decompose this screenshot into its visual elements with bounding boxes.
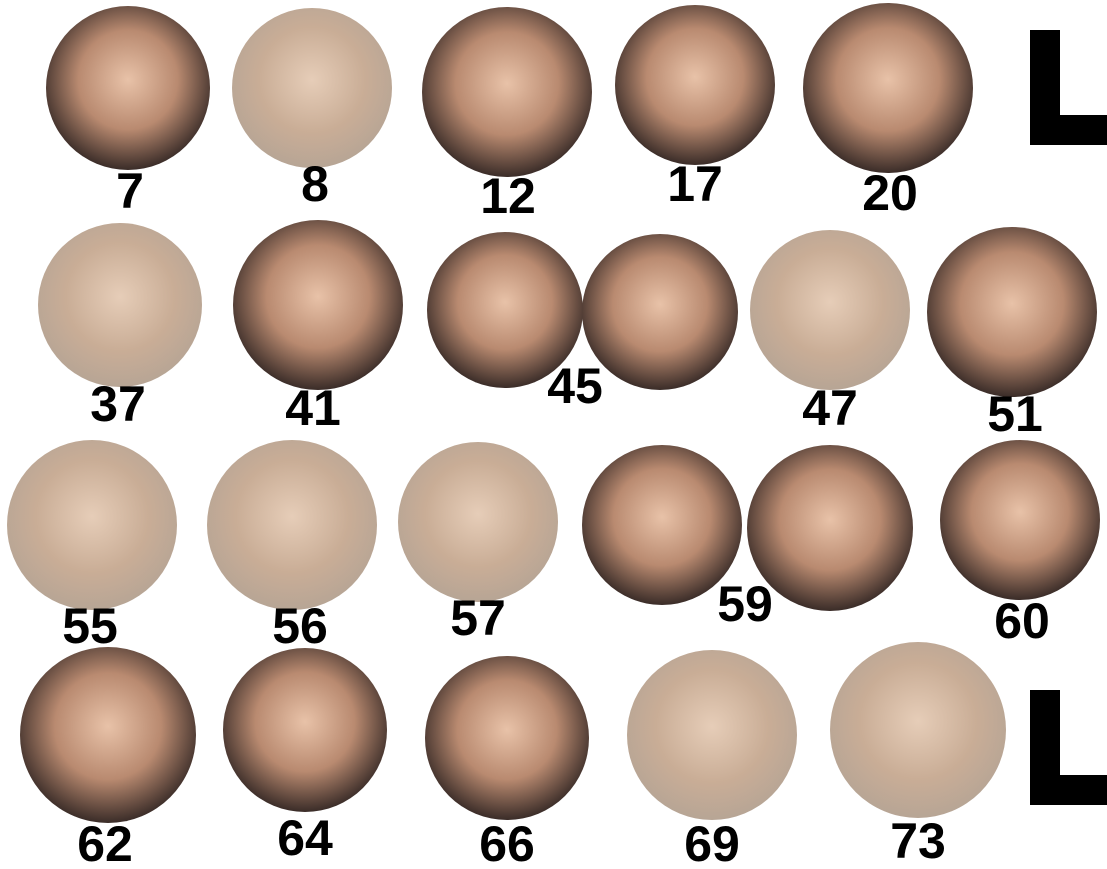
face-photo [46, 6, 210, 170]
face-label: 57 [450, 590, 506, 646]
face-label: 7 [116, 163, 144, 219]
face-photo [422, 7, 592, 177]
face-label: 56 [272, 598, 328, 654]
face-photo [615, 5, 775, 165]
face-photo [750, 230, 910, 390]
face-photo [940, 440, 1100, 600]
face-photo [20, 647, 196, 823]
face-label: 66 [479, 816, 535, 869]
face-label: 41 [285, 380, 341, 436]
face-label: 64 [277, 810, 333, 866]
face-photo [582, 234, 738, 390]
face-photo [233, 220, 403, 390]
face-label: 55 [62, 598, 118, 654]
page: {"faces": [ {"label": "7"}, {"label": "8… [0, 0, 1107, 869]
face-label: 45 [547, 358, 603, 414]
face-photo [398, 442, 558, 602]
face-photo [803, 3, 973, 173]
face-label: 60 [994, 593, 1050, 649]
face-photo [7, 440, 177, 610]
face-label: 20 [862, 165, 918, 221]
face-photo [425, 656, 589, 820]
face-label: 62 [77, 816, 133, 869]
face-label: 51 [987, 386, 1043, 442]
face-label: 73 [890, 813, 946, 869]
face-label: 69 [684, 816, 740, 869]
bracket-marker [1030, 30, 1107, 145]
face-label: 17 [667, 156, 723, 212]
face-label: 37 [90, 376, 146, 432]
face-label: 12 [480, 168, 536, 224]
face-label: 59 [717, 576, 773, 632]
face-photo [38, 223, 202, 387]
face-photo [232, 8, 392, 168]
face-photo [627, 650, 797, 820]
face-photo [830, 642, 1006, 818]
face-label: 8 [301, 156, 329, 212]
bracket-marker [1030, 690, 1107, 805]
face-photo [927, 227, 1097, 397]
face-collage: 7 8 12 17 20 37 41 45 47 51 55 56 57 59 60 62 64 66 69 73 [0, 0, 1107, 869]
face-label: 47 [802, 380, 858, 436]
face-photo [223, 648, 387, 812]
face-photo [207, 440, 377, 610]
